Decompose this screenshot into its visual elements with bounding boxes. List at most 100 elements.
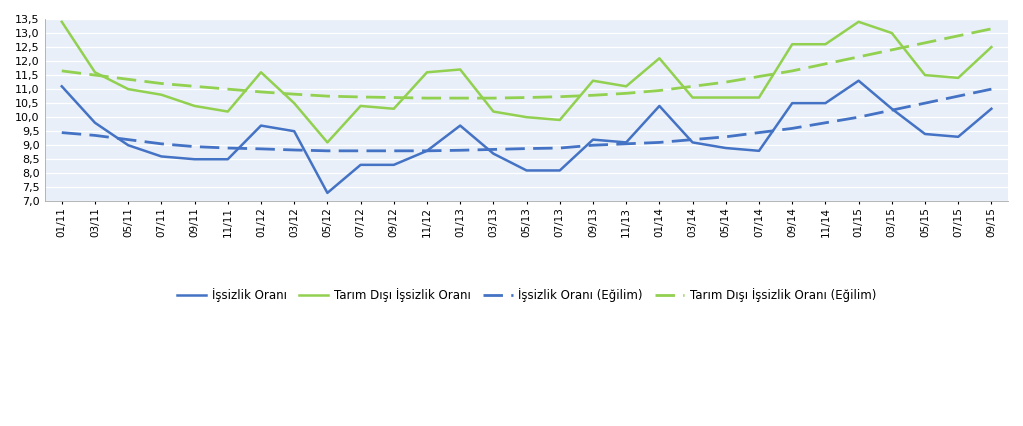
İşsizlik Oranı [852, 78, 864, 83]
İşsizlik Oranı (Eğilim) [288, 147, 301, 153]
Tarım Dışı İşsizlik Oranı (Eğilim) [819, 61, 832, 66]
İşsizlik Oranı [354, 162, 366, 167]
İşsizlik Oranı (Eğilim) [620, 141, 632, 147]
Tarım Dışı İşsizlik Oranı (Eğilim) [919, 40, 931, 46]
Tarım Dışı İşsizlik Oranı [886, 31, 898, 36]
İşsizlik Oranı (Eğilim) [454, 148, 466, 153]
Tarım Dışı İşsizlik Oranı [620, 84, 632, 89]
İşsizlik Oranı [89, 120, 101, 125]
İşsizlik Oranı (Eğilim) [985, 86, 997, 92]
Tarım Dışı İşsizlik Oranı [654, 56, 666, 61]
Tarım Dışı İşsizlik Oranı (Eğilim) [753, 74, 765, 79]
Tarım Dışı İşsizlik Oranı (Eğilim) [620, 91, 632, 96]
Tarım Dışı İşsizlik Oranı (Eğilim) [188, 84, 201, 89]
İşsizlik Oranı (Eğilim) [654, 140, 666, 145]
Tarım Dışı İşsizlik Oranı (Eğilim) [719, 80, 731, 85]
İşsizlik Oranı (Eğilim) [354, 148, 366, 153]
Tarım Dışı İşsizlik Oranı (Eğilim) [852, 54, 864, 59]
İşsizlik Oranı [321, 190, 333, 196]
Tarım Dışı İşsizlik Oranı [89, 70, 101, 75]
Tarım Dışı İşsizlik Oranı [155, 92, 168, 97]
İşsizlik Oranı (Eğilim) [420, 148, 433, 153]
Tarım Dışı İşsizlik Oranı [487, 109, 499, 114]
Tarım Dışı İşsizlik Oranı [288, 101, 301, 106]
Tarım Dışı İşsizlik Oranı (Eğilim) [255, 89, 267, 95]
İşsizlik Oranı [155, 154, 168, 159]
Tarım Dışı İşsizlik Oranı [985, 44, 997, 49]
İşsizlik Oranı (Eğilim) [886, 108, 898, 113]
İşsizlik Oranı (Eğilim) [188, 144, 201, 149]
Tarım Dışı İşsizlik Oranı [686, 95, 699, 100]
Tarım Dışı İşsizlik Oranı (Eğilim) [454, 95, 466, 101]
İşsizlik Oranı (Eğilim) [553, 145, 566, 150]
Tarım Dışı İşsizlik Oranı (Eğilim) [521, 95, 533, 100]
Line: Tarım Dışı İşsizlik Oranı (Eğilim): Tarım Dışı İşsizlik Oranı (Eğilim) [61, 29, 991, 98]
İşsizlik Oranı (Eğilim) [587, 143, 599, 148]
Tarım Dışı İşsizlik Oranı (Eğilim) [553, 94, 566, 99]
Tarım Dışı İşsizlik Oranı [222, 109, 234, 114]
Tarım Dışı İşsizlik Oranı [553, 118, 566, 123]
Tarım Dışı İşsizlik Oranı (Eğilim) [222, 86, 234, 92]
İşsizlik Oranı (Eğilim) [753, 130, 765, 135]
İşsizlik Oranı (Eğilim) [388, 148, 400, 153]
İşsizlik Oranı (Eğilim) [786, 126, 798, 131]
İşsizlik Oranı (Eğilim) [255, 146, 267, 151]
İşsizlik Oranı [55, 84, 68, 89]
Tarım Dışı İşsizlik Oranı [587, 78, 599, 83]
Tarım Dışı İşsizlik Oranı [188, 104, 201, 109]
İşsizlik Oranı (Eğilim) [919, 101, 931, 106]
Tarım Dışı İşsizlik Oranı [255, 70, 267, 75]
Tarım Dışı İşsizlik Oranı [122, 86, 134, 92]
Tarım Dışı İşsizlik Oranı (Eğilim) [487, 95, 499, 101]
İşsizlik Oranı (Eğilim) [155, 141, 168, 147]
Tarım Dışı İşsizlik Oranı [55, 19, 68, 24]
İşsizlik Oranı [620, 140, 632, 145]
Tarım Dışı İşsizlik Oranı (Eğilim) [886, 47, 898, 52]
Tarım Dışı İşsizlik Oranı (Eğilim) [55, 68, 68, 73]
İşsizlik Oranı [288, 129, 301, 134]
İşsizlik Oranı (Eğilim) [686, 137, 699, 142]
İşsizlik Oranı [222, 157, 234, 162]
İşsizlik Oranı [753, 148, 765, 153]
İşsizlik Oranı [420, 148, 433, 153]
Tarım Dışı İşsizlik Oranı (Eğilim) [420, 95, 433, 101]
İşsizlik Oranı (Eğilim) [852, 115, 864, 120]
Tarım Dışı İşsizlik Oranı (Eğilim) [952, 33, 965, 38]
Tarım Dışı İşsizlik Oranı (Eğilim) [89, 72, 101, 78]
İşsizlik Oranı (Eğilim) [819, 120, 832, 125]
Tarım Dışı İşsizlik Oranı (Eğilim) [686, 84, 699, 89]
Tarım Dışı İşsizlik Oranı [852, 19, 864, 24]
Tarım Dışı İşsizlik Oranı [420, 70, 433, 75]
Line: İşsizlik Oranı: İşsizlik Oranı [61, 81, 991, 193]
Tarım Dışı İşsizlik Oranı (Eğilim) [122, 77, 134, 82]
Tarım Dışı İşsizlik Oranı (Eğilim) [654, 88, 666, 93]
İşsizlik Oranı (Eğilim) [321, 148, 333, 153]
Tarım Dışı İşsizlik Oranı [388, 106, 400, 111]
Tarım Dışı İşsizlik Oranı (Eğilim) [786, 68, 798, 73]
İşsizlik Oranı [454, 123, 466, 128]
İşsizlik Oranı [686, 140, 699, 145]
Tarım Dışı İşsizlik Oranı [454, 67, 466, 72]
Tarım Dışı İşsizlik Oranı [521, 115, 533, 120]
Tarım Dışı İşsizlik Oranı [719, 95, 731, 100]
Tarım Dışı İşsizlik Oranı (Eğilim) [321, 94, 333, 99]
İşsizlik Oranı [786, 101, 798, 106]
İşsizlik Oranı [985, 106, 997, 111]
Tarım Dışı İşsizlik Oranı [952, 75, 965, 81]
İşsizlik Oranı [188, 157, 201, 162]
İşsizlik Oranı (Eğilim) [122, 137, 134, 142]
Tarım Dışı İşsizlik Oranı [819, 42, 832, 47]
Tarım Dışı İşsizlik Oranı [753, 95, 765, 100]
İşsizlik Oranı (Eğilim) [487, 147, 499, 152]
İşsizlik Oranı [255, 123, 267, 128]
Tarım Dışı İşsizlik Oranı (Eğilim) [155, 81, 168, 86]
İşsizlik Oranı (Eğilim) [55, 130, 68, 135]
Tarım Dışı İşsizlik Oranı [786, 42, 798, 47]
İşsizlik Oranı (Eğilim) [89, 133, 101, 138]
Tarım Dışı İşsizlik Oranı [354, 104, 366, 109]
Tarım Dışı İşsizlik Oranı [919, 72, 931, 78]
Tarım Dışı İşsizlik Oranı [321, 140, 333, 145]
İşsizlik Oranı [886, 106, 898, 111]
İşsizlik Oranı [553, 168, 566, 173]
İşsizlik Oranı [521, 168, 533, 173]
